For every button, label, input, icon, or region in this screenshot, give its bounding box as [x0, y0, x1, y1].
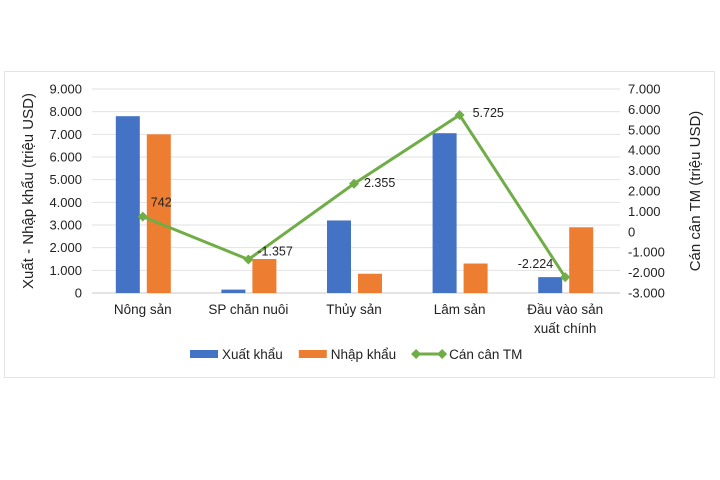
- y-tick-label: 0: [75, 286, 82, 301]
- balance-marker: [454, 110, 465, 121]
- y-right-tick-label: 1.000: [628, 204, 661, 219]
- bar-export: [115, 116, 140, 293]
- y-right-tick-label: -3.000: [628, 286, 665, 301]
- legend-label: Nhập khẩu: [331, 347, 396, 362]
- y-tick-label: 5.000: [49, 172, 82, 187]
- balance-marker: [137, 211, 148, 222]
- y-tick-label: 6.000: [49, 150, 82, 165]
- category-label: xuất chính: [534, 321, 596, 336]
- legend-swatch: [190, 350, 218, 358]
- y-right-tick-label: 6.000: [628, 102, 661, 117]
- legend-label: Xuất khẩu: [222, 347, 283, 362]
- legend-swatch: [298, 350, 327, 358]
- y-right-tick-label: 7.000: [628, 82, 661, 97]
- y-right-tick-label: 5.000: [628, 122, 661, 137]
- y-tick-label: 4.000: [49, 195, 82, 210]
- legend-marker: [437, 349, 448, 359]
- y-tick-label: 2.000: [49, 240, 82, 255]
- category-label: Thủy sản: [326, 302, 382, 317]
- y-tick-label: 3.000: [49, 218, 82, 233]
- category-label: Lâm sản: [434, 302, 486, 317]
- y-right-tick-label: 4.000: [628, 143, 661, 158]
- data-label: 742: [151, 196, 172, 210]
- balance-marker: [243, 254, 254, 265]
- y-right-axis-title: Cán cân TM (triệu USD): [687, 111, 704, 272]
- balance-marker: [349, 178, 359, 189]
- category-label: Đầu vào sản: [527, 302, 603, 317]
- bar-export: [538, 277, 563, 293]
- balance-line: [142, 112, 567, 278]
- chart-frame: [4, 71, 715, 378]
- data-label: 2.355: [364, 176, 395, 190]
- category-label: SP chăn nuôi: [208, 302, 288, 317]
- data-label: -1.357: [257, 244, 292, 258]
- y-right-tick-label: 0: [628, 224, 635, 239]
- bar-import: [569, 227, 594, 293]
- category-label: Nông sản: [114, 302, 172, 317]
- y-right-tick-label: -2.000: [628, 265, 665, 280]
- bar-import: [252, 259, 277, 293]
- bar-export: [432, 133, 457, 293]
- balance-marker: [560, 272, 571, 283]
- y-tick-label: 9.000: [49, 82, 82, 97]
- bar-export: [221, 289, 246, 293]
- legend-marker: [411, 349, 422, 359]
- bar-export: [327, 220, 351, 293]
- y-right-tick-label: 2.000: [628, 184, 661, 199]
- y-right-tick-label: 3.000: [628, 163, 661, 178]
- legend-label: Cán cân TM: [449, 347, 522, 362]
- data-label: 5.725: [473, 106, 504, 120]
- y-tick-label: 1.000: [49, 263, 82, 278]
- bar-import: [358, 273, 382, 293]
- bar-import: [463, 263, 488, 293]
- y-axis-title: Xuất - Nhập khẩu (triệu USD): [20, 93, 37, 289]
- bar-import: [146, 134, 171, 293]
- y-tick-label: 7.000: [49, 127, 82, 142]
- y-right-tick-label: -1.000: [628, 245, 665, 260]
- data-label: -2.224: [518, 257, 553, 271]
- y-tick-label: 8.000: [49, 104, 82, 119]
